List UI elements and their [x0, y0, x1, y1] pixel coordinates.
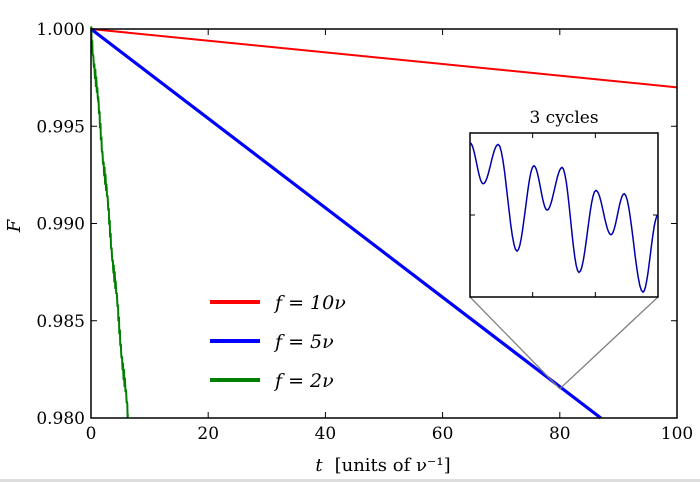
- x-axis-variable: t: [315, 455, 323, 476]
- y-tick-label: 1.000: [36, 20, 85, 40]
- series-line-3: [90, 26, 129, 418]
- x-tick-label: 80: [549, 424, 571, 444]
- y-axis-label: F: [4, 218, 25, 233]
- inset-series-line: [469, 142, 659, 294]
- series-line-1: [90, 28, 678, 89]
- legend-label-3: f = 2ν: [273, 370, 334, 392]
- inset-frame: [469, 132, 659, 298]
- x-tick-label: 40: [315, 424, 337, 444]
- inset-title: 3 cycles: [529, 108, 598, 128]
- y-tick-label: 0.995: [36, 117, 85, 137]
- inset-connector-left: [469, 296, 561, 390]
- y-tick-label: 0.990: [36, 215, 85, 235]
- x-tick-label: 100: [661, 424, 693, 444]
- x-tick-label: 20: [197, 424, 219, 444]
- legend: f = 10ν f = 5ν f = 2ν: [210, 292, 346, 392]
- x-axis-units: [units of ν⁻¹]: [335, 455, 451, 476]
- y-tick-label: 0.980: [36, 409, 85, 429]
- inset-connector-right: [559, 296, 659, 390]
- x-tick-label: 60: [432, 424, 454, 444]
- window-edge: [0, 479, 700, 482]
- x-axis-label: t [units of ν⁻¹]: [315, 455, 450, 476]
- legend-label-2: f = 5ν: [273, 331, 334, 353]
- y-tick-label: 0.985: [36, 312, 85, 332]
- series-line-2: [90, 27, 602, 420]
- legend-label-1: f = 10ν: [273, 292, 346, 314]
- x-tick-label: 0: [86, 424, 97, 444]
